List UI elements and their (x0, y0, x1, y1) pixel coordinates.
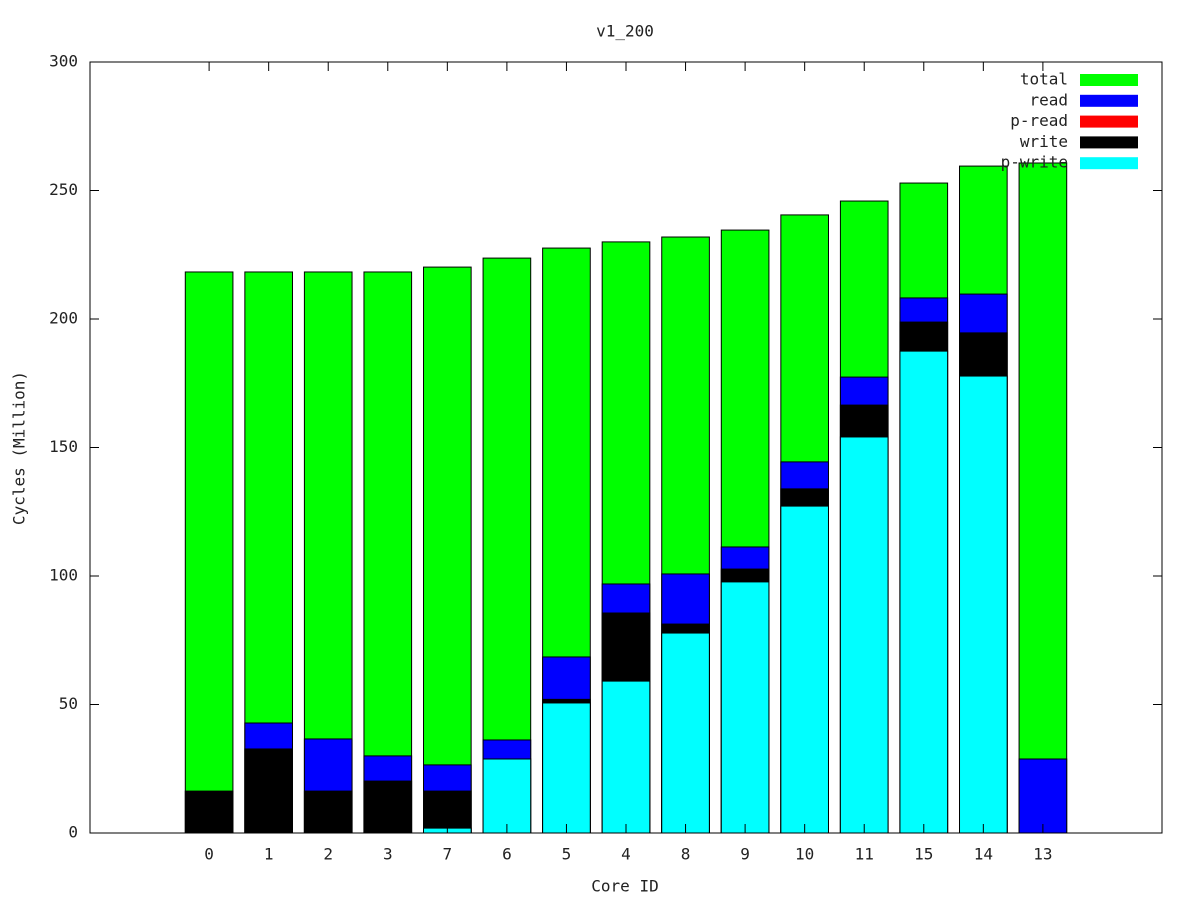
x-tick-label: 0 (204, 845, 214, 864)
x-tick-label: 15 (914, 845, 933, 864)
bar (482, 758, 532, 834)
x-tick-label: 2 (323, 845, 333, 864)
x-tick-label: 11 (855, 845, 874, 864)
legend-swatch (1080, 157, 1138, 170)
bar (959, 375, 1008, 834)
y-tick-label: 100 (49, 566, 78, 585)
x-tick-label: 14 (974, 845, 993, 864)
y-tick-label: 200 (49, 309, 78, 328)
legend-swatch (1080, 136, 1138, 149)
bar (899, 350, 949, 834)
legend-label: write (1020, 132, 1068, 151)
x-axis-label: Core ID (591, 877, 658, 896)
legend-label: p-read (1010, 111, 1068, 130)
bar (780, 505, 829, 834)
bar (542, 702, 591, 834)
legend-swatch (1080, 115, 1138, 128)
x-tick-label: 13 (1033, 845, 1052, 864)
y-tick-label: 250 (49, 180, 78, 199)
bar (482, 257, 532, 834)
x-tick-label: 5 (562, 845, 572, 864)
bar (423, 266, 472, 834)
bar (1018, 758, 1068, 834)
x-tick-label: 8 (681, 845, 691, 864)
legend-swatch (1080, 74, 1138, 86)
x-tick-label: 7 (443, 845, 453, 864)
y-axis-label: Cycles (Million) (10, 371, 29, 525)
legend-label: read (1029, 90, 1068, 109)
legend-swatch (1080, 94, 1138, 107)
x-tick-label: 3 (383, 845, 393, 864)
y-tick-label: 150 (49, 437, 78, 456)
legend-label: p-write (1001, 153, 1068, 172)
bar (661, 632, 710, 834)
legend-label: total (1020, 70, 1068, 89)
x-tick-label: 9 (740, 845, 750, 864)
x-tick-label: 10 (795, 845, 814, 864)
x-tick-label: 1 (264, 845, 274, 864)
bar (363, 271, 413, 834)
bar (720, 581, 770, 834)
y-tick-label: 50 (59, 694, 78, 713)
x-tick-label: 6 (502, 845, 512, 864)
x-tick-label: 4 (621, 845, 631, 864)
bar (839, 436, 889, 834)
bar (1018, 162, 1068, 834)
bar (184, 271, 234, 834)
chart-title: v1_200 (596, 22, 654, 41)
bar (244, 748, 293, 834)
y-tick-label: 0 (68, 823, 78, 842)
y-tick-label: 300 (49, 52, 78, 71)
bar (601, 680, 651, 834)
